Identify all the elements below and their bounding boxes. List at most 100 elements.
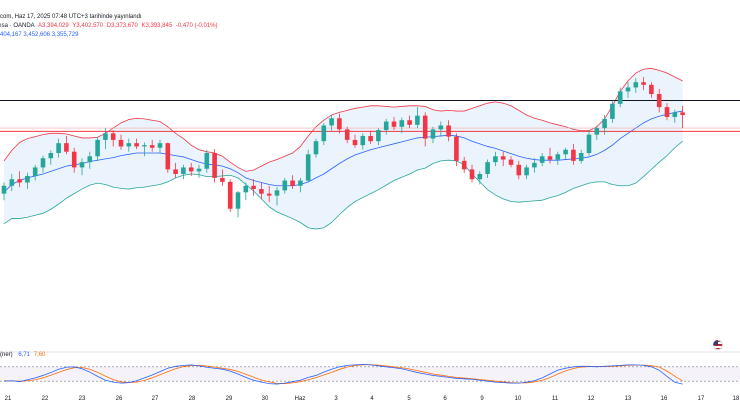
candle-body	[563, 149, 568, 155]
candle-body	[368, 135, 373, 142]
candle-body	[243, 185, 249, 193]
candle-body	[524, 167, 529, 176]
candle-body	[415, 115, 420, 125]
candle-body	[461, 160, 467, 170]
symbol-name: ısa · OANDA	[0, 23, 35, 29]
x-tick-label: 26	[116, 396, 123, 402]
candle-body	[87, 156, 93, 163]
candle-body	[157, 143, 163, 148]
candle-body	[126, 143, 132, 147]
candle-body	[586, 134, 592, 153]
candle-body	[25, 175, 30, 183]
candle-body	[64, 143, 69, 152]
x-tick-label: 23	[79, 396, 86, 402]
x-tick-label: 9	[480, 396, 484, 402]
stoch-band-fill	[0, 366, 740, 382]
x-tick-label: 12	[588, 396, 595, 402]
candle-body	[274, 190, 280, 196]
candle-body	[430, 129, 436, 139]
x-tick-label: 6	[443, 396, 447, 402]
candle-body	[103, 133, 108, 140]
lower-band-line	[3, 140, 683, 230]
candle-body	[446, 125, 451, 137]
stochastic-panel	[0, 351, 740, 385]
candle-body	[1, 185, 7, 194]
candle-body	[181, 167, 186, 174]
x-tick-label: 3	[334, 396, 338, 402]
candle-body	[555, 154, 561, 160]
candle-body	[571, 149, 576, 161]
x-tick-label: 11	[552, 396, 559, 402]
ohlc-change: -0,470 (-0,01%)	[175, 23, 218, 29]
candle-body	[149, 145, 155, 148]
candle-body	[188, 167, 194, 172]
x-tick-label: 4	[370, 396, 374, 402]
symbol-info: ısa · OANDA A3,394,029 Y3,402,570 D3,373…	[0, 23, 218, 29]
candle-body	[594, 128, 600, 135]
candle-body	[56, 143, 61, 153]
stoch-legend: (ner) 6,71 7,60	[0, 352, 45, 358]
candle-body	[656, 94, 662, 108]
candle-body	[672, 112, 678, 117]
x-tick-label: 13	[625, 396, 632, 402]
candle-body	[532, 162, 537, 168]
ohlc-close: K3,393,845	[141, 23, 173, 29]
x-tick-label: 16	[661, 396, 668, 402]
candle-body	[259, 189, 264, 194]
candle-body	[664, 107, 670, 117]
publish-info: com, Haz 17, 2025 07:48 UTC+3 tarihinde …	[0, 14, 142, 20]
x-tick-label: 30	[262, 396, 269, 402]
candle-body	[110, 133, 116, 140]
candle-body	[17, 179, 22, 183]
candle-body	[578, 153, 584, 161]
bb-values-text: 404,167 3,452,606 3,355,729	[0, 32, 79, 38]
candle-body	[641, 82, 646, 85]
candle-body	[40, 158, 46, 168]
candle-body	[32, 167, 38, 176]
ohlc-open: A3,394,029	[38, 23, 69, 29]
stoch-k-line	[3, 363, 683, 385]
candle-body	[235, 192, 241, 209]
candle-body	[220, 177, 225, 182]
x-tick-label: 22	[42, 396, 49, 402]
chart-header: com, Haz 17, 2025 07:48 UTC+3 tarihinde …	[0, 0, 740, 34]
candle-body	[196, 168, 202, 172]
candle-body	[625, 87, 631, 92]
candle-body	[407, 120, 412, 125]
candle-body	[383, 121, 389, 131]
candle-body	[391, 121, 397, 127]
candle-body	[204, 153, 210, 169]
candle-body	[477, 173, 483, 180]
candle-body	[500, 156, 506, 160]
candle-body	[282, 180, 288, 191]
candle-body	[251, 185, 256, 190]
candle-body	[485, 162, 490, 174]
stoch-name: (ner)	[0, 352, 13, 358]
candle-body	[352, 139, 358, 146]
candle-body	[165, 143, 171, 170]
candle-body	[71, 151, 77, 168]
x-tick-label: 21	[5, 396, 12, 402]
candle-body	[602, 118, 607, 129]
x-tick-label: 29	[226, 396, 233, 402]
stoch-d-value: 7,60	[33, 352, 46, 358]
bb-values-row: ısa · OANDA	[0, 23, 35, 29]
candle-body	[610, 103, 615, 119]
candle-body	[337, 118, 342, 130]
candle-body	[508, 159, 514, 165]
candle-body	[298, 180, 303, 186]
candle-body	[79, 162, 85, 168]
candle-body	[305, 154, 311, 181]
candle-body	[493, 156, 498, 163]
candle-body	[321, 125, 327, 142]
candle-body	[290, 180, 295, 186]
candle-body	[649, 84, 654, 94]
candle-body	[454, 136, 459, 161]
candles	[1, 76, 685, 218]
candle-body	[95, 139, 100, 157]
x-tick-label: Haz	[295, 396, 306, 402]
candle-body	[399, 120, 405, 127]
candle-body	[422, 115, 428, 139]
candle-body	[360, 135, 366, 146]
